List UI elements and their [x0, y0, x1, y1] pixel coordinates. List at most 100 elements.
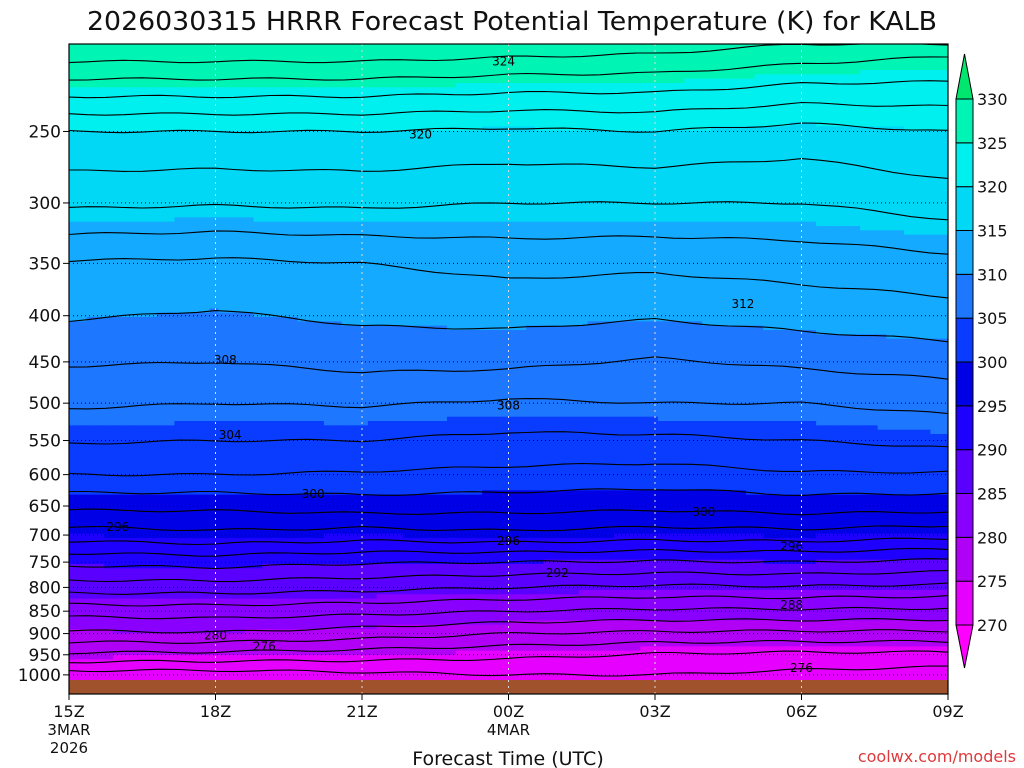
fill-cell: [482, 44, 492, 84]
fill-cell: [508, 221, 518, 331]
fill-cell: [244, 494, 255, 539]
fill-cell: [684, 559, 694, 591]
fill-cell: [350, 494, 360, 535]
fill-cell: [613, 130, 624, 223]
fill-cell: [921, 533, 932, 561]
fill-cell: [719, 126, 729, 223]
contour-label-text: 308: [214, 353, 237, 367]
fill-cell: [552, 538, 562, 561]
fill-cell: [930, 338, 940, 435]
fill-cell: [244, 598, 255, 630]
fill-cell: [754, 620, 765, 647]
fill-cell: [367, 629, 378, 656]
fill-cell: [842, 334, 852, 426]
fill-cell: [596, 490, 606, 539]
fill-cell: [745, 533, 756, 561]
fill-cell: [77, 598, 88, 630]
fill-cell: [552, 44, 562, 84]
fill-cell: [816, 425, 826, 496]
fill-cell: [473, 594, 483, 626]
fill-cell: [165, 130, 176, 223]
fill-cell: [526, 594, 536, 621]
fill-cell: [684, 620, 694, 647]
fill-cell: [517, 126, 527, 223]
fill-cell: [192, 494, 202, 539]
fill-cell: [367, 655, 378, 694]
fill-cell: [675, 590, 685, 621]
fill-cell: [121, 598, 132, 634]
fill-cell: [868, 334, 879, 426]
fill-cell: [701, 78, 712, 132]
fill-cell: [218, 598, 228, 634]
fill-cell: [165, 312, 176, 426]
fill-cell: [640, 321, 650, 418]
fill-cell: [728, 646, 738, 694]
fill-cell: [693, 646, 703, 694]
fill-cell: [851, 590, 861, 621]
fill-cell: [385, 421, 395, 496]
fill-cell: [710, 620, 721, 647]
fill-cell: [156, 425, 167, 496]
fill-cell: [543, 221, 554, 327]
fill-cell: [306, 655, 316, 694]
fill-cell: [833, 533, 844, 561]
fill-cell: [200, 568, 211, 600]
fill-cell: [350, 655, 360, 694]
fill-cell: [209, 494, 220, 539]
fill-cell: [262, 629, 272, 656]
fill-cell: [657, 321, 668, 422]
fill-cell: [297, 87, 307, 132]
contour-label-text: 296: [106, 520, 129, 534]
fill-cell: [297, 598, 307, 630]
fill-cell: [332, 44, 343, 88]
fill-cell: [446, 87, 457, 132]
fill-cell: [464, 44, 474, 84]
fill-cell: [86, 317, 96, 426]
fill-cell: [851, 533, 861, 561]
fill-cell: [816, 334, 826, 426]
fill-cell: [789, 590, 800, 621]
fill-cell: [165, 221, 176, 314]
fill-cell: [69, 533, 79, 565]
fill-cell: [411, 87, 422, 132]
fill-cell: [780, 74, 791, 127]
fill-cell: [657, 646, 668, 694]
colorbar-arrow-top: [955, 53, 974, 100]
fill-cell: [939, 590, 948, 621]
fill-cell: [737, 44, 747, 80]
fill-cell: [288, 87, 299, 132]
fill-cell: [236, 655, 246, 694]
fill-cell: [895, 230, 905, 340]
fill-cell: [561, 620, 571, 652]
fill-cell: [596, 650, 606, 694]
fill-cell: [789, 564, 800, 591]
fill-cell: [438, 538, 448, 565]
fill-cell: [86, 629, 96, 660]
fill-cell: [763, 74, 773, 127]
fill-cell: [77, 425, 88, 496]
fill-cell: [438, 421, 448, 496]
fill-cell: [693, 44, 703, 80]
fill-cell: [95, 44, 105, 88]
fill-cell: [183, 568, 193, 600]
fill-cell: [613, 650, 624, 694]
fill-cell: [675, 490, 685, 535]
fill-cell: [508, 126, 518, 223]
fill-cell: [306, 321, 316, 422]
fill-cell: [385, 130, 395, 223]
fill-cell: [737, 221, 747, 327]
fill-cell: [868, 425, 879, 496]
fill-cell: [359, 425, 369, 496]
fill-cell: [842, 226, 852, 335]
fill-cell: [587, 83, 597, 132]
fill-cell: [499, 624, 510, 652]
contour-label-text: 292: [546, 566, 569, 580]
fill-cell: [227, 568, 237, 600]
fill-cell: [675, 221, 685, 322]
fill-cell: [868, 126, 879, 231]
colorbar-swatch: [955, 273, 974, 319]
fill-cell: [297, 221, 307, 322]
fill-cell: [754, 533, 765, 561]
fill-cell: [253, 317, 263, 422]
fill-cell: [95, 425, 105, 496]
